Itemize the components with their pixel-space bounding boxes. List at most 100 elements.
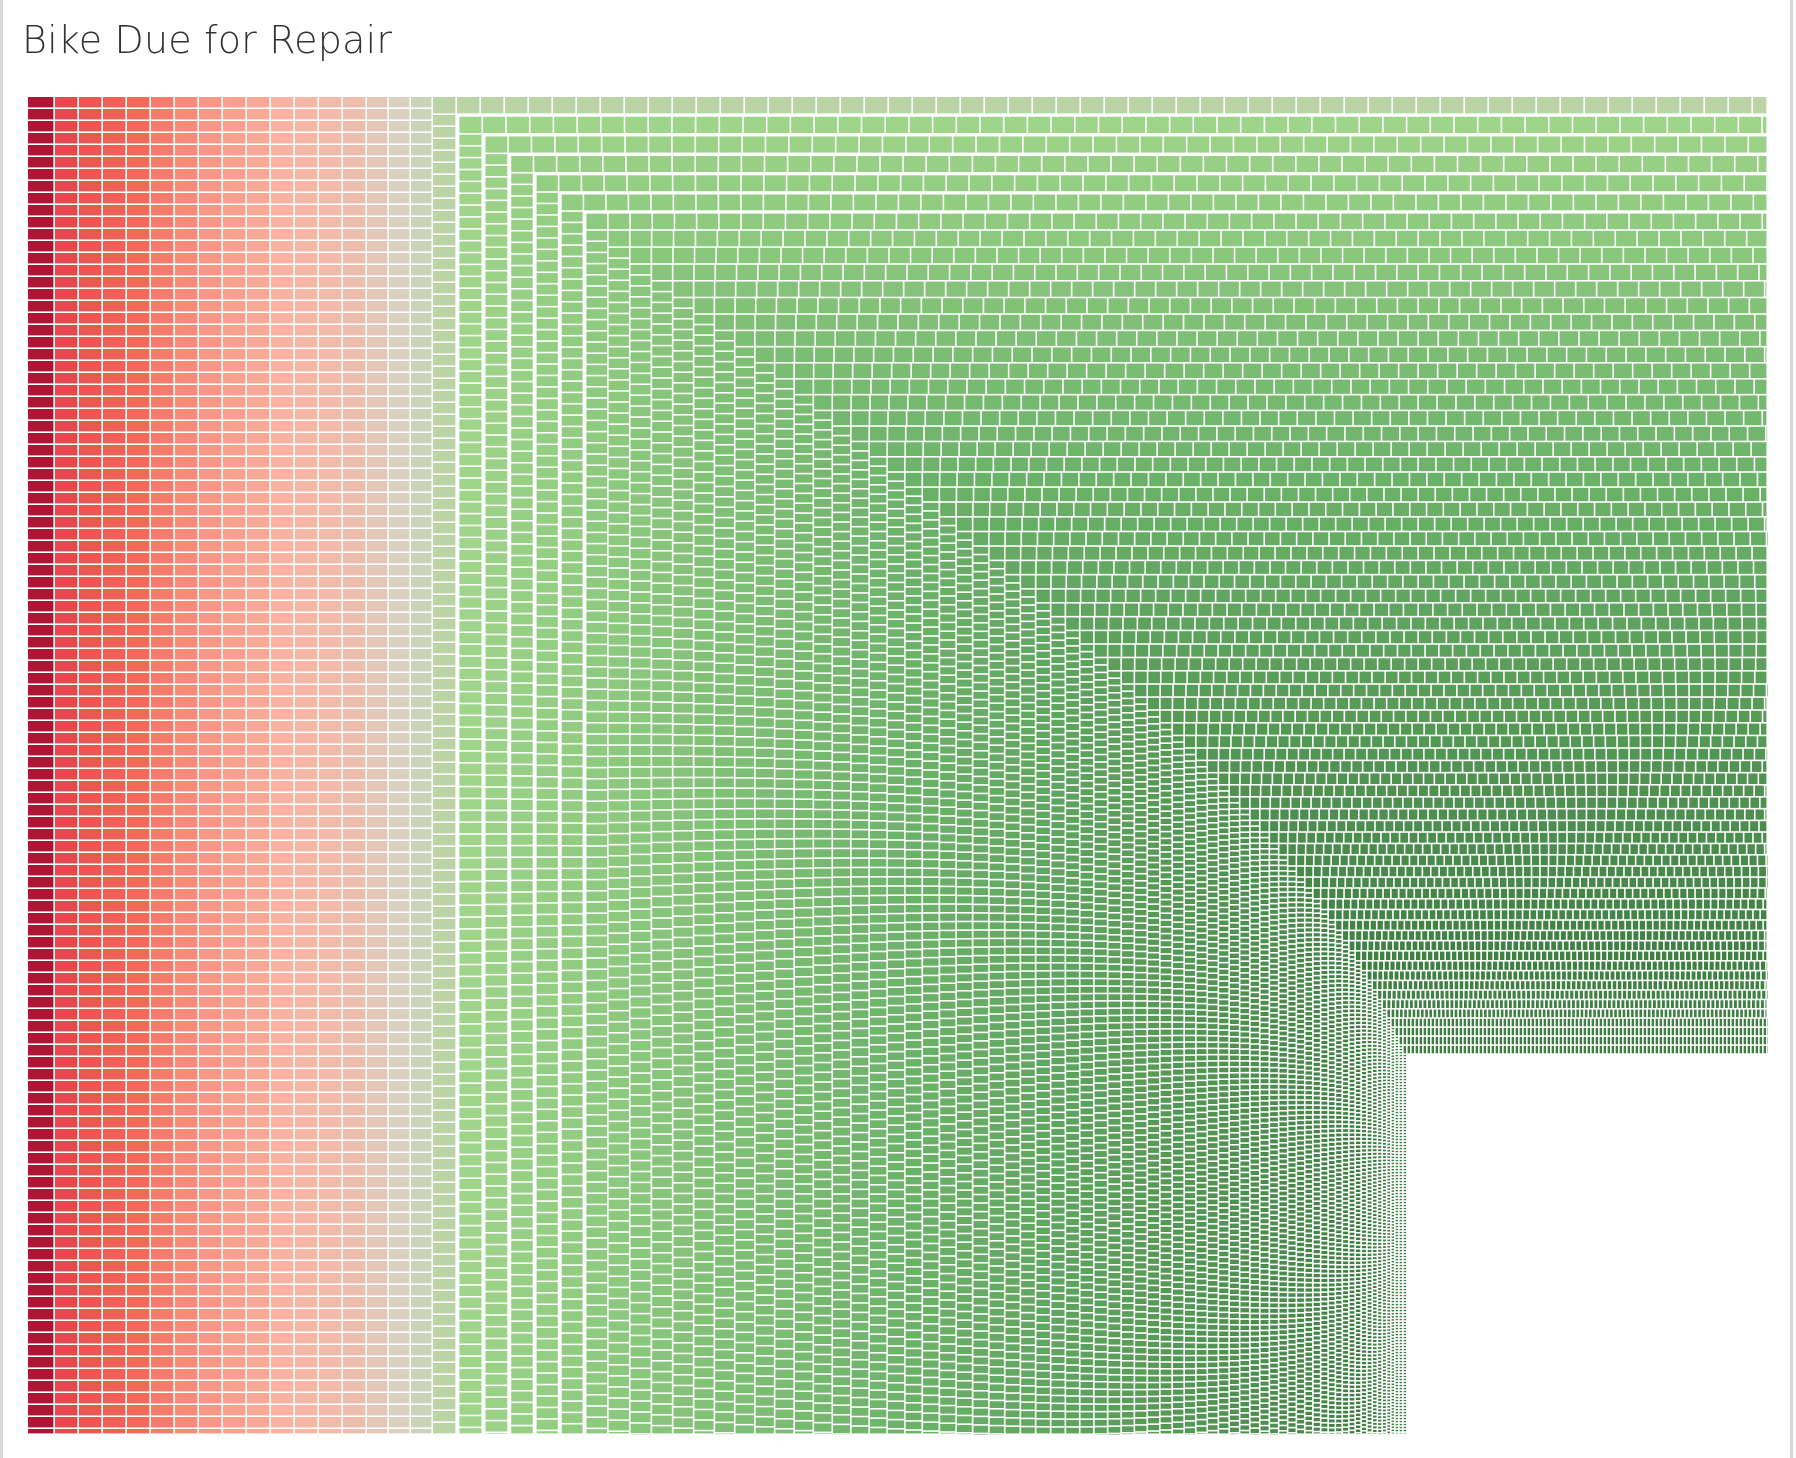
treemap-cell[interactable] [343,181,366,192]
treemap-cell[interactable] [247,733,270,744]
treemap-cell[interactable] [1332,379,1351,394]
treemap-cell[interactable] [922,298,942,314]
treemap-cell[interactable] [199,553,222,564]
treemap-cell[interactable] [1356,298,1376,314]
treemap-cell[interactable] [103,1297,126,1308]
treemap-cell[interactable] [775,409,794,418]
treemap-cell[interactable] [175,1333,198,1344]
treemap-cell[interactable] [818,298,838,314]
treemap-cell[interactable] [833,436,851,445]
treemap-cell[interactable] [630,1281,651,1291]
treemap-cell[interactable] [794,1244,813,1253]
treemap-cell[interactable] [223,157,246,168]
treemap-cell[interactable] [1458,155,1480,172]
treemap-cell[interactable] [652,1113,672,1123]
treemap-cell[interactable] [433,823,456,834]
treemap-cell[interactable] [694,809,714,819]
treemap-cell[interactable] [223,205,246,216]
treemap-cell[interactable] [247,817,270,828]
treemap-cell[interactable] [28,1141,54,1152]
treemap-cell[interactable] [630,986,651,996]
treemap-cell[interactable] [485,400,508,411]
treemap-cell[interactable] [151,313,174,324]
treemap-cell[interactable] [755,1154,774,1163]
treemap-cell[interactable] [367,1189,388,1200]
treemap-cell[interactable] [55,109,78,120]
treemap-cell[interactable] [561,1027,583,1038]
treemap-cell[interactable] [755,1194,774,1204]
treemap-cell[interactable] [652,1264,672,1274]
treemap-cell[interactable] [833,1271,851,1280]
treemap-cell[interactable] [1000,136,1023,153]
treemap-cell[interactable] [1123,116,1146,134]
treemap-cell[interactable] [608,756,629,767]
treemap-cell[interactable] [247,1105,270,1116]
treemap-cell[interactable] [1316,411,1334,426]
treemap-cell[interactable] [1585,136,1608,153]
treemap-cell[interactable] [694,588,714,598]
treemap-cell[interactable] [367,1369,388,1380]
treemap-cell[interactable] [608,1221,629,1232]
treemap-cell[interactable] [151,1381,174,1392]
treemap-cell[interactable] [343,1057,366,1068]
treemap-cell[interactable] [755,920,774,930]
treemap-cell[interactable] [103,541,126,552]
treemap-cell[interactable] [175,1405,198,1416]
treemap-cell[interactable] [694,578,714,588]
treemap-cell[interactable] [814,1374,832,1383]
treemap-cell[interactable] [630,494,651,504]
treemap-cell[interactable] [223,577,246,588]
treemap-cell[interactable] [295,1225,318,1236]
treemap-cell[interactable] [1211,298,1232,314]
treemap-cell[interactable] [343,769,366,780]
treemap-cell[interactable] [459,1214,482,1225]
treemap-cell[interactable] [411,421,432,432]
treemap-cell[interactable] [715,632,734,642]
treemap-cell[interactable] [1753,97,1767,114]
treemap-cell[interactable] [79,1153,102,1164]
treemap-cell[interactable] [775,1369,794,1378]
treemap-cell[interactable] [1474,213,1496,230]
treemap-cell[interactable] [775,439,794,448]
treemap-cell[interactable] [1370,379,1389,394]
treemap-cell[interactable] [715,362,734,372]
treemap-cell[interactable] [775,769,794,778]
treemap-cell[interactable] [247,361,270,372]
treemap-cell[interactable] [151,217,174,228]
treemap-cell[interactable] [536,800,558,811]
treemap-cell[interactable] [907,264,928,280]
treemap-cell[interactable] [389,1261,410,1272]
treemap-cell[interactable] [55,1237,78,1248]
treemap-cell[interactable] [833,474,851,483]
treemap-cell[interactable] [295,277,318,288]
treemap-cell[interactable] [343,853,366,864]
treemap-cell[interactable] [127,1369,150,1380]
treemap-cell[interactable] [127,901,150,912]
treemap-cell[interactable] [367,781,388,792]
treemap-cell[interactable] [652,940,672,950]
treemap-cell[interactable] [536,1190,558,1201]
treemap-cell[interactable] [735,614,755,624]
treemap-cell[interactable] [1418,230,1440,247]
treemap-cell[interactable] [433,607,456,618]
treemap-cell[interactable] [1460,298,1480,314]
treemap-cell[interactable] [295,505,318,516]
treemap-cell[interactable] [673,842,693,852]
treemap-cell[interactable] [930,136,952,153]
treemap-cell[interactable] [536,1075,558,1086]
treemap-cell[interactable] [1567,347,1586,362]
treemap-cell[interactable] [247,1189,270,1200]
treemap-cell[interactable] [28,373,54,384]
treemap-cell[interactable] [1624,247,1645,264]
treemap-cell[interactable] [694,704,714,714]
treemap-cell[interactable] [319,1069,342,1080]
treemap-cell[interactable] [199,481,222,492]
treemap-cell[interactable] [775,589,794,598]
treemap-cell[interactable] [511,567,533,578]
treemap-cell[interactable] [151,1309,174,1320]
treemap-cell[interactable] [459,668,482,679]
treemap-cell[interactable] [151,1225,174,1236]
treemap-cell[interactable] [630,658,651,668]
treemap-cell[interactable] [55,913,78,924]
treemap-cell[interactable] [223,601,246,612]
